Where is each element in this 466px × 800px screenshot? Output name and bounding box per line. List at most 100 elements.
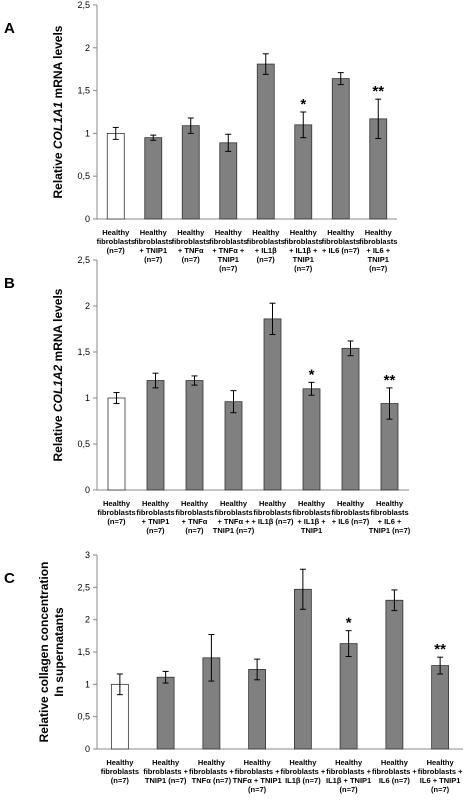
x-tick-label: fibroblasts	[370, 508, 408, 517]
x-tick-label: fibroblasts	[172, 237, 210, 246]
x-tick-label: + IL1β +	[289, 246, 318, 255]
x-tick-label: Healthy	[376, 499, 404, 508]
bar	[144, 137, 163, 220]
x-tick-label: (n=7)	[185, 526, 204, 535]
error-bar	[347, 340, 354, 357]
error-bar	[269, 302, 276, 336]
y-tick-label: 0	[85, 744, 90, 754]
x-tick-label: TNIP1 (n=7)	[369, 526, 411, 535]
significance-label: *	[346, 615, 352, 632]
x-tick-label: + TNFα +	[217, 517, 250, 526]
bar	[294, 124, 313, 220]
y-tick-label: 1,5	[77, 86, 90, 96]
x-tick-label: (n=7)	[144, 255, 163, 264]
bar	[263, 318, 282, 491]
x-tick-label: Healthy	[298, 499, 326, 508]
error-bar	[299, 568, 306, 610]
x-tick-label: Healthy	[337, 499, 365, 508]
x-tick-label: fibroblasts +	[326, 767, 371, 776]
bar	[248, 669, 267, 750]
x-tick-label: Healthy	[102, 228, 130, 237]
y-tick-label: 2	[85, 43, 90, 53]
x-tick-label: TNIP1	[293, 255, 314, 264]
y-tick-label: 1	[85, 393, 90, 403]
x-tick-label: + TNFα +	[212, 246, 245, 255]
x-tick-label: + TNFα	[182, 517, 208, 526]
x-tick-label: IL6 (n=7)	[379, 776, 411, 785]
x-tick-label: (n=7)	[146, 526, 165, 535]
error-bar	[162, 670, 169, 684]
x-tick-label: Healthy	[427, 758, 455, 767]
x-tick-label: fibroblasts +	[143, 767, 188, 776]
y-tick-label: 1	[85, 128, 90, 138]
error-bar	[187, 117, 194, 134]
x-tick-label: Healthy	[290, 228, 318, 237]
x-tick-label: TNIP1 (n=7)	[213, 526, 255, 535]
x-tick-label: (n=7)	[340, 785, 359, 794]
y-axis-label: In supernatants	[52, 607, 66, 697]
bar	[185, 380, 204, 491]
significance-label: *	[309, 366, 315, 383]
x-tick-label: + TNIP1	[142, 517, 170, 526]
x-tick-label: Healthy	[327, 228, 355, 237]
x-tick-label: fibroblasts	[322, 237, 360, 246]
x-tick-label: Healthy	[381, 758, 409, 767]
bar	[156, 676, 175, 750]
x-tick-label: (n=7)	[369, 264, 388, 273]
error-bar	[225, 133, 232, 152]
bar	[181, 125, 200, 220]
x-tick-label: (n=7)	[257, 255, 276, 264]
x-tick-label: (n=7)	[107, 246, 126, 255]
x-tick-label: IL1β (n=7)	[285, 776, 321, 785]
error-bar	[230, 390, 237, 414]
x-tick-label: fibroblasts +	[235, 767, 280, 776]
x-tick-label: fibroblasts	[292, 508, 330, 517]
y-tick-label: 1,5	[77, 647, 90, 657]
bar	[331, 78, 350, 220]
x-tick-label: + TNFα	[178, 246, 204, 255]
y-axis-label-part: COL1A1	[51, 101, 65, 149]
y-tick-label: 0	[85, 485, 90, 495]
significance-label: *	[300, 96, 306, 113]
x-tick-label: TNFα (n=7)	[192, 776, 232, 785]
x-tick-label: fibroblasts	[175, 508, 213, 517]
x-tick-label: fibroblasts	[101, 767, 139, 776]
x-tick-label: Healthy	[103, 499, 131, 508]
x-tick-label: fibroblasts	[331, 508, 369, 517]
x-tick-label: (n=7)	[107, 517, 126, 526]
bar	[293, 588, 312, 750]
bar	[385, 599, 404, 750]
y-axis-label-part: mRNA levels	[51, 25, 65, 102]
bar	[106, 132, 125, 220]
error-bar	[386, 387, 393, 420]
x-tick-label: + TNIP1	[139, 246, 167, 255]
y-tick-label: 2,5	[77, 255, 90, 265]
error-bar	[300, 111, 307, 139]
significance-label: **	[372, 83, 384, 100]
y-tick-label: 2,5	[77, 0, 90, 10]
x-tick-label: TNIP1	[218, 255, 239, 264]
x-tick-label: fibroblasts	[247, 237, 285, 246]
error-bar	[262, 53, 269, 75]
x-tick-label: fibroblasts	[134, 237, 172, 246]
bar	[341, 347, 360, 491]
error-bar	[375, 98, 382, 140]
error-bar	[116, 673, 123, 696]
x-tick-label: fibroblasts +	[418, 767, 463, 776]
error-bar	[391, 589, 398, 612]
x-tick-label: Healthy	[140, 228, 168, 237]
y-axis-label: Relative COL1A1 mRNA levels	[51, 25, 65, 198]
y-axis-label-part: Relative	[51, 149, 65, 198]
panel-label: C	[4, 570, 15, 587]
x-tick-label: fibroblasts	[359, 237, 397, 246]
x-tick-label: fibroblasts +	[189, 767, 234, 776]
error-bar	[191, 375, 198, 386]
x-tick-label: Healthy	[198, 758, 226, 767]
x-tick-label: Healthy	[252, 228, 280, 237]
error-bar	[308, 381, 315, 396]
error-bar	[112, 126, 119, 140]
x-tick-label: Healthy	[289, 758, 317, 767]
y-axis-label-part: mRNA levels	[51, 288, 65, 365]
x-tick-label: fibroblasts +	[372, 767, 417, 776]
